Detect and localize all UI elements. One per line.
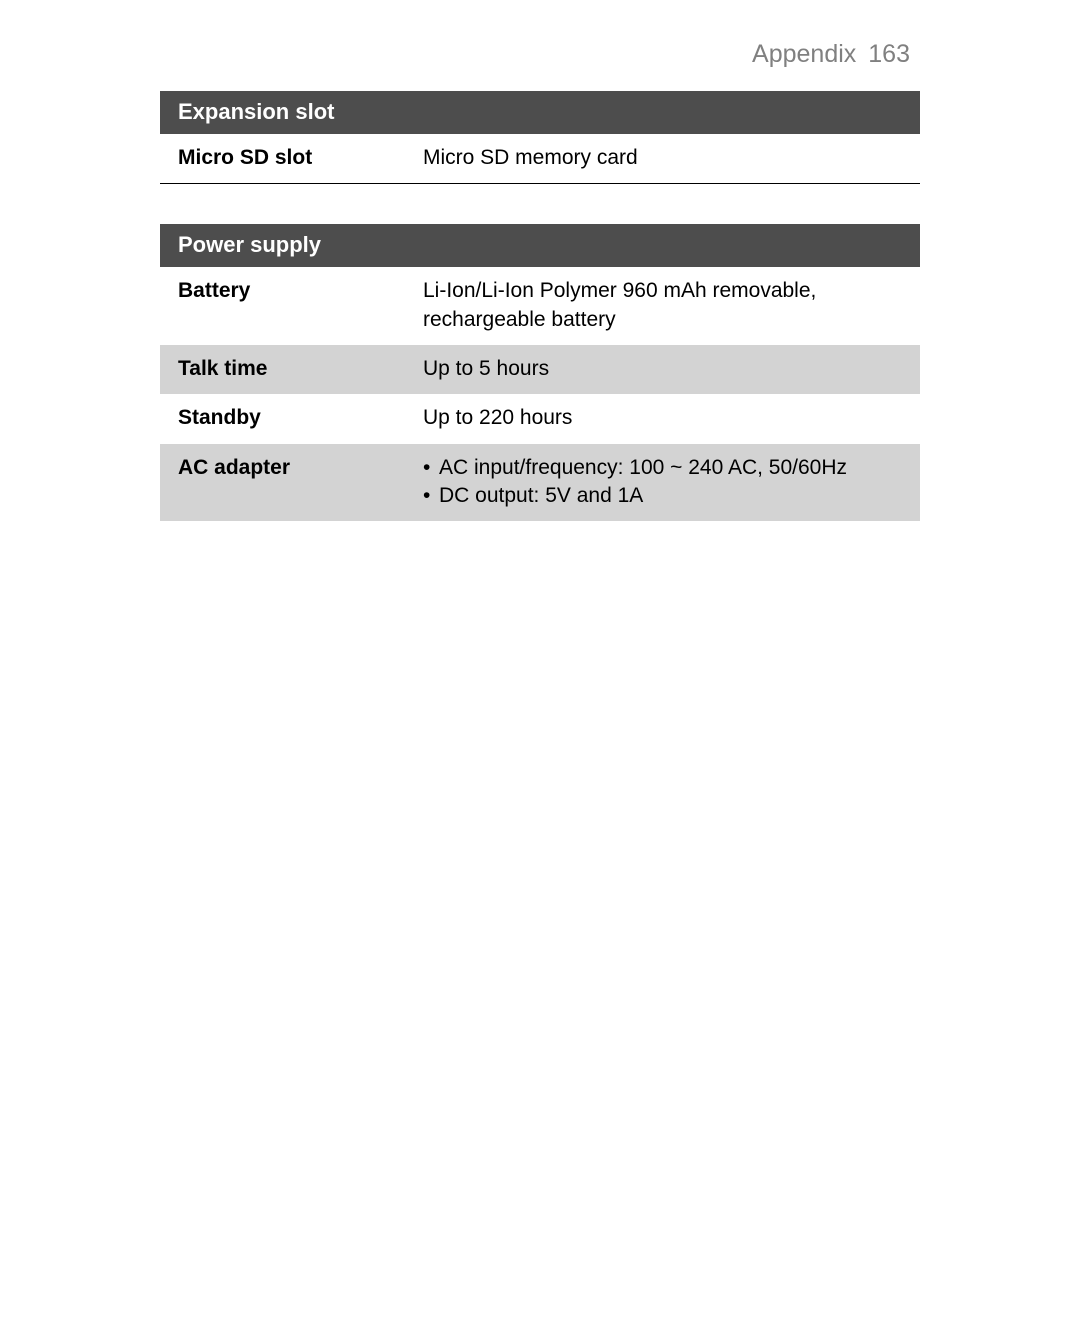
- row-value: Li-Ion/Li-Ion Polymer 960 mAh removable,…: [405, 267, 920, 345]
- row-label: Standby: [160, 394, 405, 443]
- list-item: AC input/frequency: 100 ~ 240 AC, 50/60H…: [423, 454, 902, 482]
- row-label: Battery: [160, 267, 405, 345]
- table-row: Battery Li-Ion/Li-Ion Polymer 960 mAh re…: [160, 267, 920, 345]
- row-label: Micro SD slot: [160, 134, 405, 184]
- row-value: Up to 5 hours: [405, 345, 920, 394]
- row-label: AC adapter: [160, 444, 405, 522]
- row-label: Talk time: [160, 345, 405, 394]
- table-row: Talk time Up to 5 hours: [160, 345, 920, 394]
- section-header-row: Power supply: [160, 224, 920, 267]
- row-value: AC input/frequency: 100 ~ 240 AC, 50/60H…: [405, 444, 920, 522]
- section-header-cell: Power supply: [160, 224, 920, 267]
- table-row: Micro SD slot Micro SD memory card: [160, 134, 920, 184]
- page-header-section: Appendix: [752, 40, 856, 68]
- row-value: Up to 220 hours: [405, 394, 920, 443]
- page-header-number: 163: [868, 40, 910, 68]
- row-value: Micro SD memory card: [405, 134, 920, 184]
- spec-table-expansion-slot: Expansion slot Micro SD slot Micro SD me…: [160, 91, 920, 184]
- list-item: DC output: 5V and 1A: [423, 482, 902, 510]
- table-row: AC adapter AC input/frequency: 100 ~ 240…: [160, 444, 920, 522]
- page-header: Appendix 163: [160, 40, 920, 69]
- table-row: Standby Up to 220 hours: [160, 394, 920, 443]
- spec-table-power-supply: Power supply Battery Li-Ion/Li-Ion Polym…: [160, 224, 920, 521]
- section-header-cell: Expansion slot: [160, 91, 920, 134]
- page-container: Appendix 163 Expansion slot Micro SD slot…: [0, 0, 1080, 521]
- bullet-list: AC input/frequency: 100 ~ 240 AC, 50/60H…: [423, 454, 902, 511]
- section-header-row: Expansion slot: [160, 91, 920, 134]
